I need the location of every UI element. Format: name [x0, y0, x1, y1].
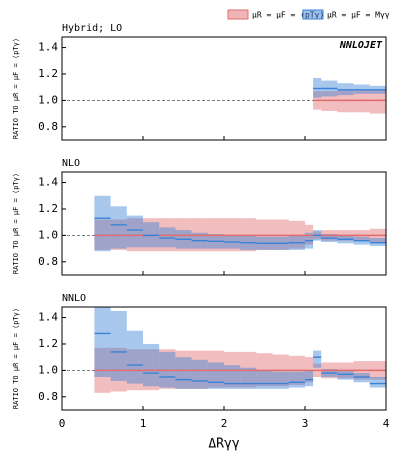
plot-area: [62, 307, 386, 393]
legend-label: μR = μF = Mγγ: [327, 11, 390, 20]
x-tick-label: 2: [221, 417, 228, 430]
legend-label: μR = μF = ⟨pTγ⟩: [252, 11, 324, 20]
band: [369, 376, 386, 388]
plot-area: [62, 195, 386, 252]
band: [191, 359, 208, 389]
x-tick-label: 1: [140, 417, 147, 430]
y-tick-label: 1.0: [38, 363, 58, 376]
band: [288, 371, 305, 388]
panel-title: Hybrid; LO: [62, 23, 122, 34]
y-tick-label: 1.2: [38, 67, 58, 80]
plot-area: [62, 77, 386, 114]
band: [207, 362, 224, 389]
panel-title: NNLO: [62, 293, 86, 304]
x-tick-label: 0: [59, 417, 66, 430]
band: [256, 370, 273, 389]
band: [305, 370, 314, 387]
legend-swatch: [227, 9, 249, 20]
band: [175, 357, 192, 389]
band: [369, 89, 386, 114]
y-tick-label: 1.4: [38, 176, 58, 189]
band: [159, 349, 176, 389]
band: [110, 310, 127, 381]
y-tick-label: 1.2: [38, 337, 58, 350]
band: [126, 330, 143, 384]
band: [272, 371, 289, 389]
y-tick-label: 1.2: [38, 202, 58, 215]
y-axis-label: RATIO TO μR = μF = ⟨pTγ⟩: [12, 308, 20, 409]
band: [94, 307, 111, 377]
x-tick-label: 3: [302, 417, 309, 430]
band: [94, 195, 111, 252]
y-tick-label: 1.4: [38, 311, 58, 324]
panel-title: NLO: [62, 158, 80, 169]
annotation: NNLOJET: [339, 40, 383, 51]
band: [143, 343, 160, 387]
y-tick-label: 0.8: [38, 390, 58, 403]
legend-swatch: [302, 9, 324, 20]
y-tick-label: 0.8: [38, 120, 58, 133]
x-axis-label: ΔRγγ: [208, 437, 239, 452]
band: [207, 350, 224, 388]
band: [110, 206, 127, 249]
y-axis-label: RATIO TO μR = μF = ⟨pTγ⟩: [12, 38, 20, 139]
band: [224, 365, 241, 389]
band: [313, 350, 322, 368]
y-tick-label: 1.4: [38, 41, 58, 54]
y-tick-label: 0.8: [38, 255, 58, 268]
band: [126, 215, 143, 248]
y-tick-label: 1.0: [38, 228, 58, 241]
y-axis-label: RATIO TO μR = μF = ⟨pTγ⟩: [12, 173, 20, 274]
x-tick-label: 4: [383, 417, 390, 430]
y-tick-label: 1.0: [38, 93, 58, 106]
